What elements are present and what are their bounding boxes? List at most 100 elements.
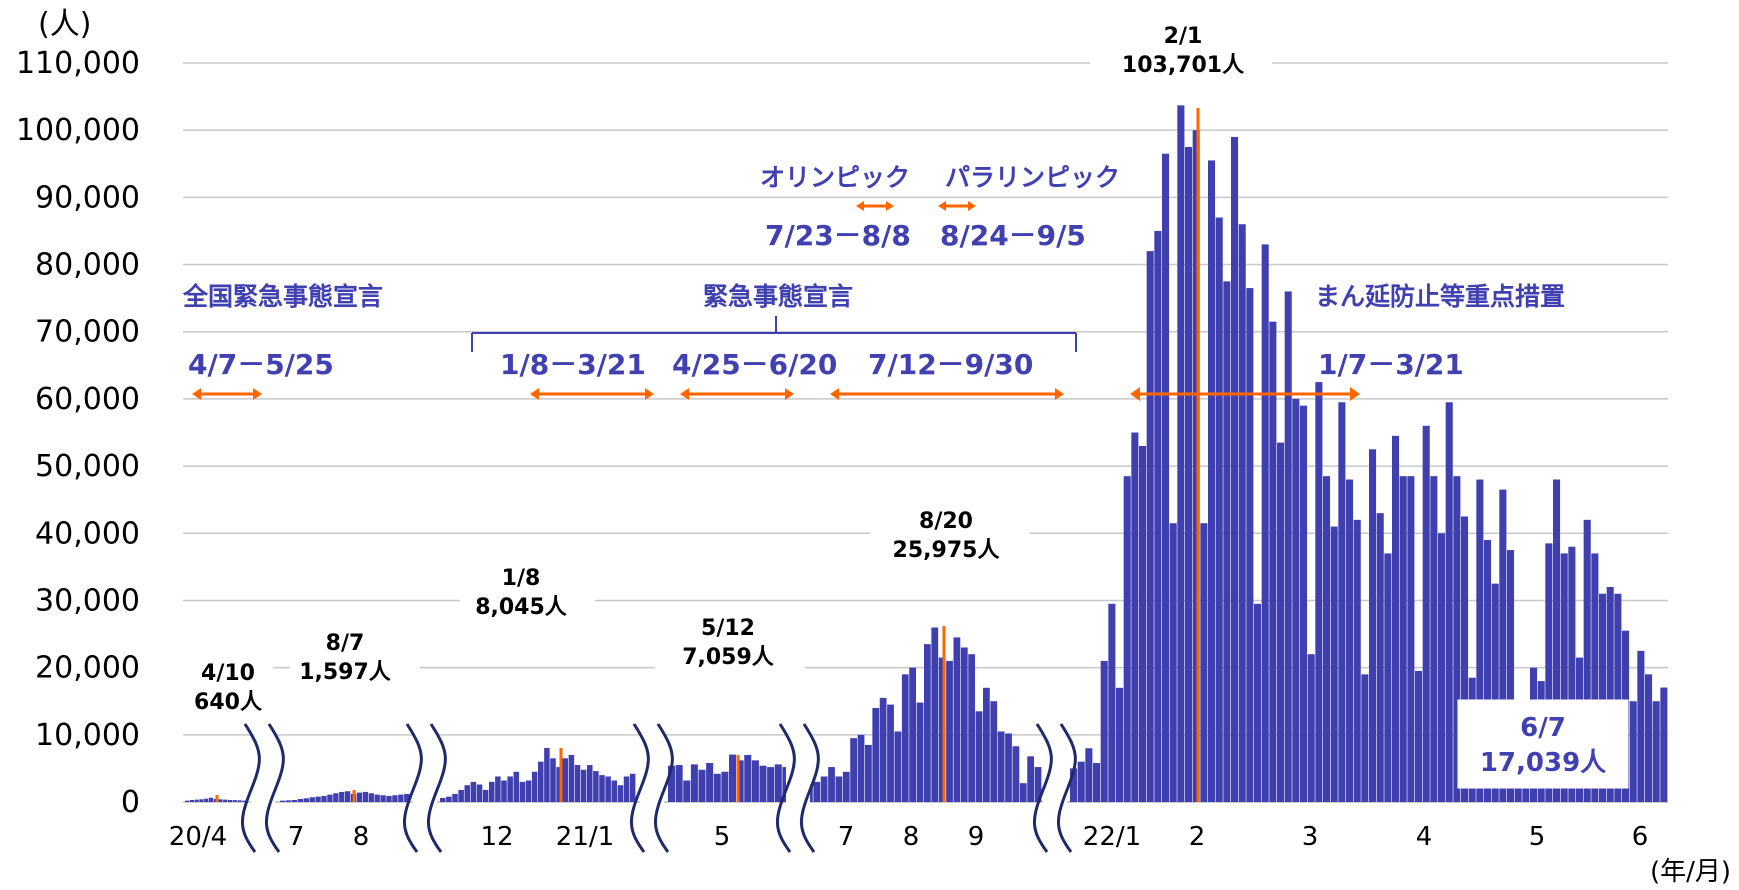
bar xyxy=(1284,291,1292,802)
bar xyxy=(1261,244,1269,802)
bar xyxy=(1315,382,1323,802)
bar xyxy=(623,776,630,802)
bar xyxy=(368,793,374,802)
bar xyxy=(531,771,538,802)
bar xyxy=(1553,479,1561,802)
bar xyxy=(1146,251,1154,803)
bar xyxy=(339,791,345,802)
bar xyxy=(759,765,767,802)
bar xyxy=(464,785,471,802)
bar xyxy=(404,793,410,802)
bar xyxy=(1307,654,1315,802)
axis-break-line xyxy=(775,723,796,853)
bar xyxy=(489,781,495,802)
svg-text:パラリンピック: パラリンピック xyxy=(945,163,1120,192)
bar xyxy=(1438,533,1446,802)
bar xyxy=(568,754,575,802)
bar xyxy=(1300,405,1308,802)
svg-text:緊急事態宣言: 緊急事態宣言 xyxy=(703,282,853,311)
bar xyxy=(194,799,199,802)
bar xyxy=(1254,603,1262,802)
bar xyxy=(538,761,544,802)
bar xyxy=(1346,479,1354,802)
bar xyxy=(587,765,593,802)
bar xyxy=(1012,746,1020,802)
svg-text:7/23－8/8: 7/23－8/8 xyxy=(765,219,911,252)
bar xyxy=(1476,479,1484,802)
svg-text:1/7－3/21: 1/7－3/21 xyxy=(1318,348,1464,381)
peak-label-5-12: 5/12 7,059人 xyxy=(655,610,805,672)
svg-text:1/8－3/21: 1/8－3/21 xyxy=(500,348,646,381)
svg-text:1,597人: 1,597人 xyxy=(299,660,391,685)
x-unit-label: (年/月) xyxy=(1650,857,1731,887)
bar xyxy=(1629,701,1637,802)
bar xyxy=(698,769,706,802)
bar xyxy=(997,731,1005,802)
bar xyxy=(1353,519,1361,802)
bar xyxy=(1507,550,1515,802)
bar xyxy=(1407,476,1415,802)
svg-text:640人: 640人 xyxy=(194,690,262,715)
bar xyxy=(309,797,315,802)
y-tick-label: 70,000 xyxy=(35,315,140,350)
bar xyxy=(617,785,624,802)
bar xyxy=(975,711,983,802)
bar xyxy=(668,765,676,802)
bar xyxy=(916,702,924,802)
bar xyxy=(1453,476,1461,802)
bar xyxy=(452,793,458,802)
svg-text:7/12－9/30: 7/12－9/30 xyxy=(868,348,1033,381)
bar xyxy=(285,800,292,802)
bar xyxy=(1637,650,1645,802)
bar xyxy=(721,771,729,802)
bar xyxy=(1238,224,1246,803)
svg-text:6/7: 6/7 xyxy=(1520,713,1566,743)
svg-text:5/12: 5/12 xyxy=(701,616,755,641)
bar xyxy=(507,776,513,802)
svg-text:全国緊急事態宣言: 全国緊急事態宣言 xyxy=(182,282,383,311)
x-tick-labels: 20/4 7 8 12 21/1 5 7 8 9 22/1 2 3 4 5 6 xyxy=(169,822,1648,852)
bar xyxy=(938,657,946,802)
bar xyxy=(1583,519,1591,802)
bar xyxy=(675,765,683,802)
bar xyxy=(1484,539,1492,802)
bar xyxy=(476,784,483,802)
bar xyxy=(593,771,599,802)
y-tick-label: 100,000 xyxy=(16,113,140,148)
bar xyxy=(280,800,286,802)
axis-break-line xyxy=(629,723,650,853)
y-tick-label: 40,000 xyxy=(35,516,140,551)
bar xyxy=(1169,523,1177,802)
bar xyxy=(683,780,691,802)
bar xyxy=(446,796,452,802)
bar xyxy=(1499,489,1507,802)
bar xyxy=(1077,761,1085,802)
axis-break-line xyxy=(240,723,261,853)
bar xyxy=(189,799,194,802)
bar xyxy=(1338,402,1346,802)
bar xyxy=(605,776,611,802)
bar xyxy=(218,799,223,802)
bar xyxy=(204,798,209,802)
svg-text:まん延防止等重点措置: まん延防止等重点措置 xyxy=(1315,282,1565,311)
bar xyxy=(1591,553,1599,802)
bar xyxy=(1100,660,1108,802)
bar xyxy=(865,744,872,802)
x-tick-label: 7 xyxy=(288,822,305,852)
bar xyxy=(1085,748,1093,802)
bar xyxy=(458,789,464,802)
y-tick-labels: 110,000 100,000 90,000 80,000 70,000 60,000 50… xyxy=(16,46,140,820)
bar xyxy=(1369,449,1377,802)
y-tick-label: 90,000 xyxy=(35,180,140,215)
bar xyxy=(909,667,917,802)
olympics-annotation: オリンピック 7/23－8/8 xyxy=(760,163,911,252)
svg-text:7,059人: 7,059人 xyxy=(682,645,774,670)
svg-text:4/10: 4/10 xyxy=(201,661,255,686)
svg-text:17,039人: 17,039人 xyxy=(1480,748,1606,778)
x-tick-label: 2 xyxy=(1189,822,1206,852)
bar xyxy=(1116,687,1124,802)
bar xyxy=(774,764,782,802)
bar xyxy=(1545,543,1553,802)
bar xyxy=(1269,321,1277,802)
bar xyxy=(1461,516,1469,802)
